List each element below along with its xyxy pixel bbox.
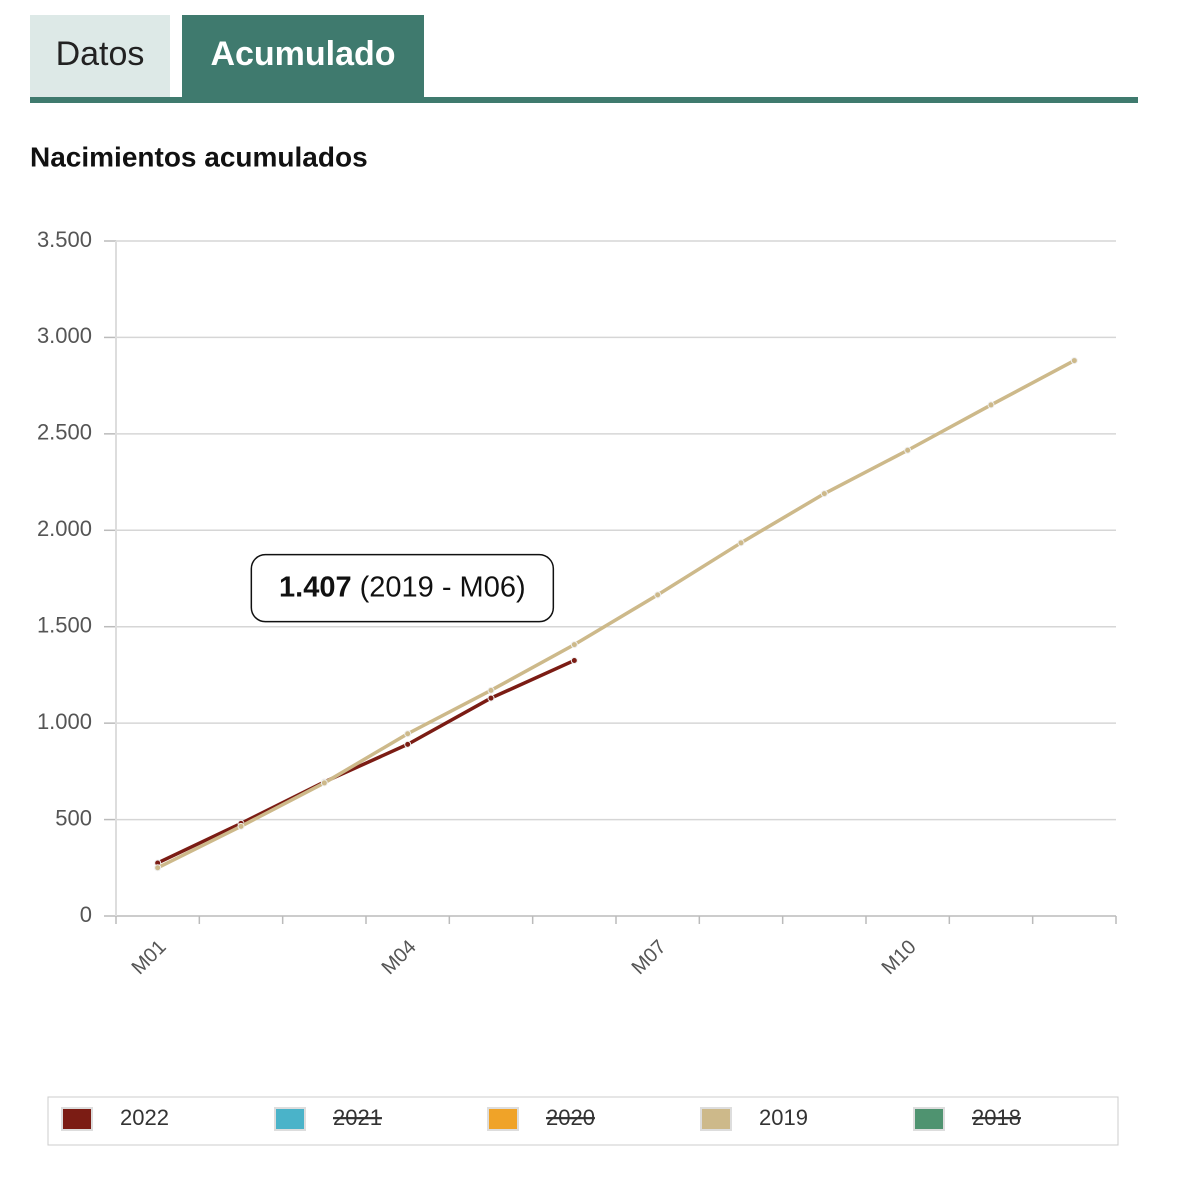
tab-active[interactable] (182, 15, 424, 98)
point (154, 864, 162, 872)
y-tick-label: 2.500 (37, 420, 92, 445)
legend-label[interactable]: 2018 (972, 1105, 1021, 1130)
tab[interactable] (30, 15, 170, 98)
series-line (156, 658, 576, 865)
x-tick-label: M07 (628, 936, 671, 979)
legend-label[interactable]: 2020 (546, 1105, 595, 1130)
y-tick-label: 3.500 (37, 227, 92, 252)
y-tick-label: 1.500 (37, 613, 92, 638)
point (404, 730, 412, 738)
y-tick-label: 0 (80, 902, 92, 927)
point (487, 686, 495, 694)
y-tick-label: 500 (55, 805, 92, 830)
point (820, 490, 828, 498)
point (570, 656, 578, 664)
y-tick-label: 1.000 (37, 709, 92, 734)
y-tick-label: 2.000 (37, 516, 92, 541)
point (570, 641, 578, 649)
tooltip-detail: (2019 - M06) (360, 571, 526, 603)
point (654, 591, 662, 599)
chart-title: Nacimientos acumulados (30, 141, 368, 172)
tab-label[interactable]: Acumulado (210, 35, 395, 73)
point (987, 401, 995, 409)
point (1070, 357, 1078, 365)
tooltip-box (250, 553, 555, 623)
tab-underline (30, 97, 1138, 103)
legend-label[interactable]: 2019 (759, 1105, 808, 1130)
legend-swatch (274, 1107, 306, 1131)
legend-swatch (700, 1107, 732, 1131)
legend-swatch (61, 1107, 93, 1131)
point (320, 779, 328, 787)
legend-label[interactable]: 2021 (333, 1105, 382, 1130)
legend-label[interactable]: 2022 (120, 1105, 169, 1130)
y-tick-label: 3.000 (37, 323, 92, 348)
point (237, 822, 245, 830)
tooltip: 1.407 (2019 - M06) (250, 553, 555, 623)
x-tick-label: M01 (128, 936, 171, 979)
legend-box (47, 1096, 1119, 1146)
point (737, 539, 745, 547)
tooltip-value: 1.407 (279, 571, 352, 603)
legend-swatch (487, 1107, 519, 1131)
legend-swatch (913, 1107, 945, 1131)
point (404, 740, 412, 748)
tab-label[interactable]: Datos (56, 35, 145, 73)
point (904, 446, 912, 454)
x-tick-label: M04 (378, 936, 421, 979)
x-tick-label: M10 (878, 936, 921, 979)
tooltip-text: 1.407 (2019 - M06) (279, 571, 526, 603)
series-line (156, 359, 1076, 870)
point (487, 694, 495, 702)
